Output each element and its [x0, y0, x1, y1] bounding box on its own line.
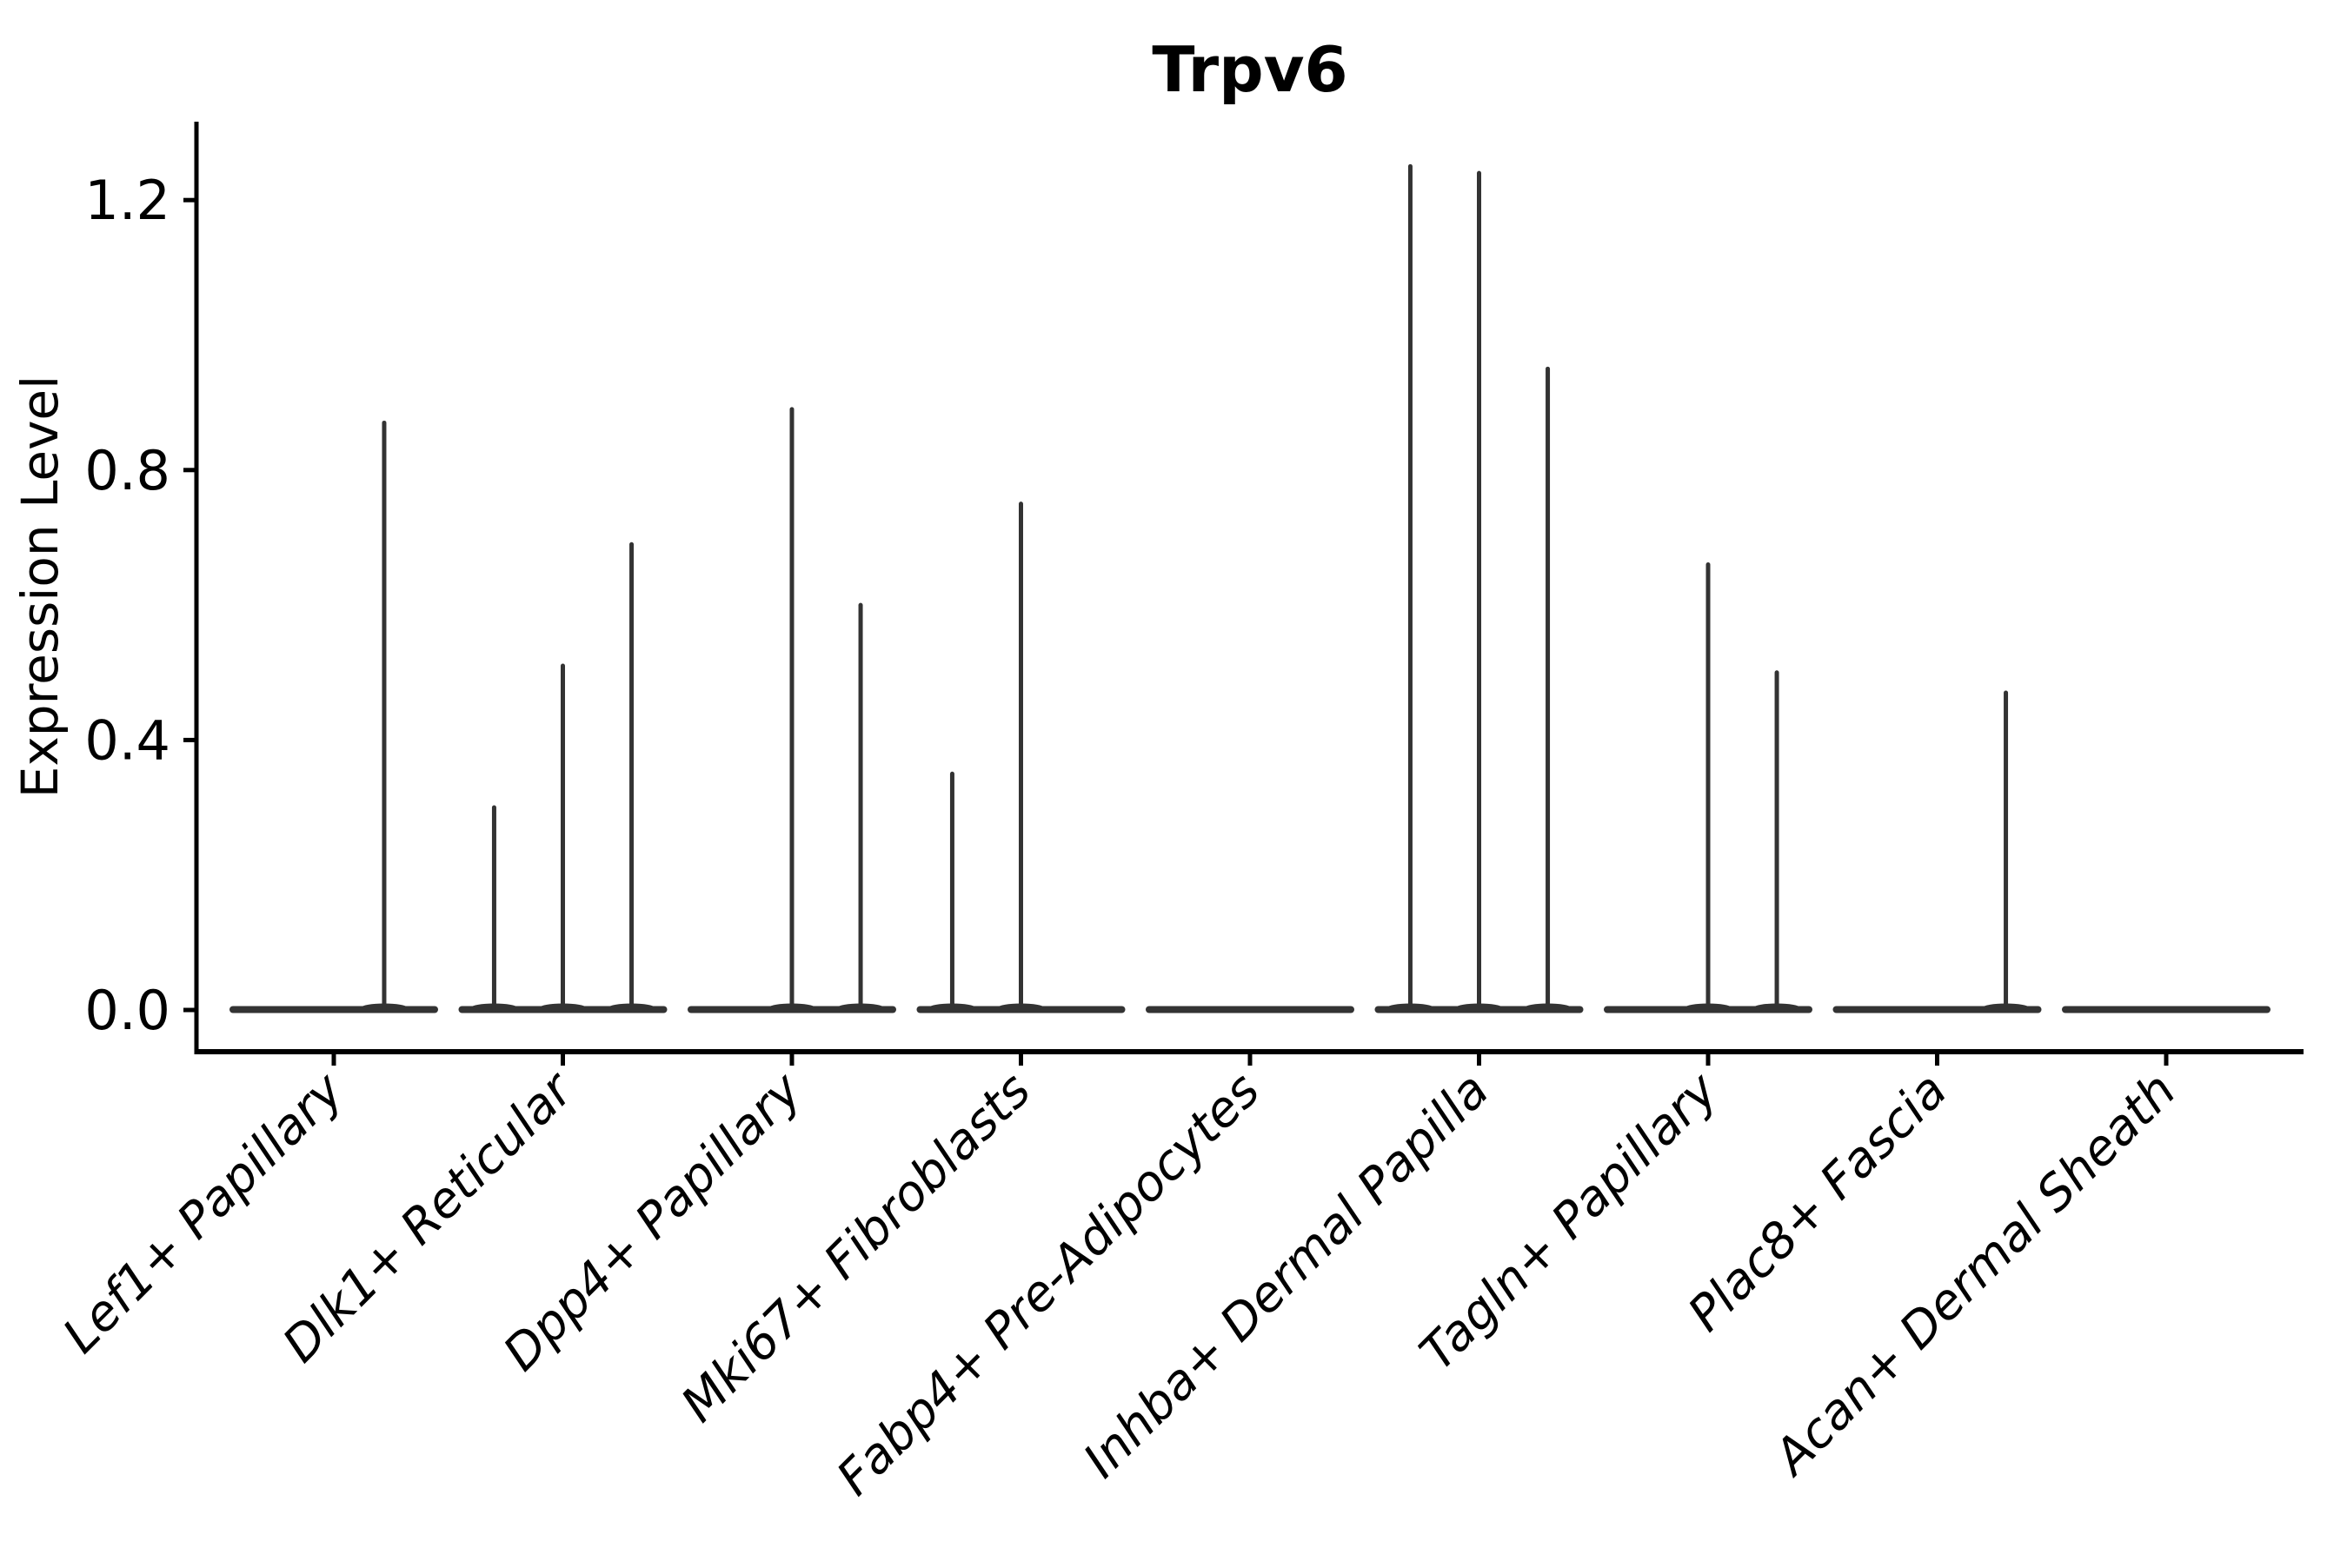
y-axis-label: Expression Level: [10, 375, 70, 798]
chart-title: Trpv6: [1152, 33, 1347, 106]
violin-group: [688, 407, 896, 1013]
violin-group: [229, 420, 438, 1013]
violins: [229, 163, 2271, 1013]
x-tick-label: Acan+ Dermal Sheath: [1762, 1062, 2187, 1487]
violin-group: [916, 502, 1126, 1013]
y-tick-label: 1.2: [84, 169, 170, 232]
y-tick-label: 0.4: [84, 708, 170, 772]
violin-group: [458, 541, 668, 1013]
x-tick-label: Inhba+ Dermal Papilla: [1073, 1062, 1499, 1489]
y-tick-label: 0.8: [84, 439, 170, 502]
y-tick-label: 0.0: [84, 979, 170, 1042]
violin-group: [1604, 562, 1812, 1013]
violin-group: [1374, 163, 1584, 1013]
x-tick-label: Fabp4+ Pre-Adipocytes: [827, 1062, 1271, 1506]
violin-group: [1832, 690, 2042, 1013]
